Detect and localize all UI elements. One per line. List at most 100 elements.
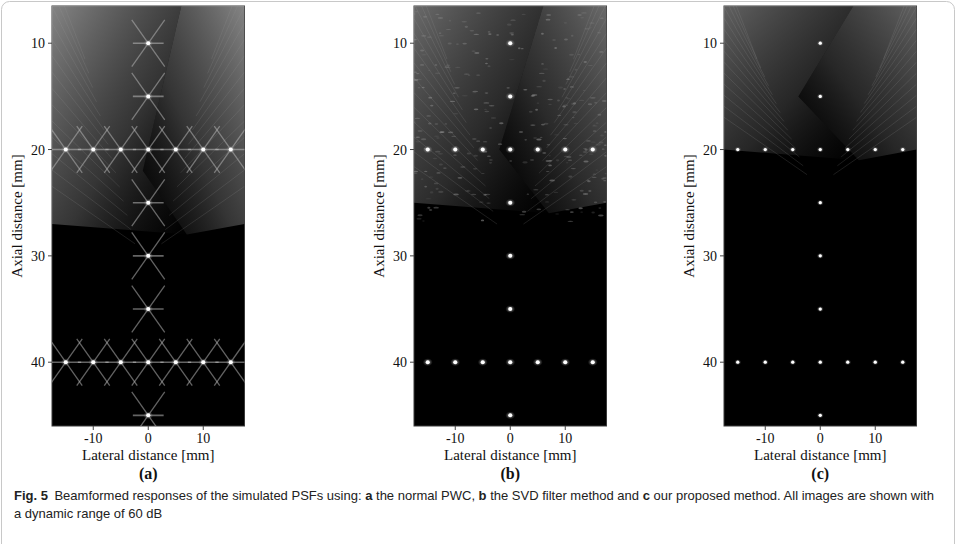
- clutter: [422, 220, 424, 221]
- grating-lobe: [143, 6, 245, 235]
- clutter: [453, 113, 458, 114]
- lobe-stripe: [724, 29, 776, 103]
- clutter: [428, 176, 433, 177]
- clutter: [593, 130, 597, 131]
- y-tick-label: 40: [393, 355, 407, 370]
- clutter: [548, 155, 550, 156]
- clutter: [489, 162, 492, 164]
- clutter: [465, 26, 468, 28]
- point-target: [174, 360, 178, 364]
- side-lobe: [104, 126, 137, 173]
- point-glow: [734, 359, 741, 365]
- clutter: [473, 34, 479, 35]
- clutter: [483, 194, 486, 196]
- clutter: [462, 43, 467, 45]
- clutter: [558, 87, 563, 89]
- clutter: [471, 50, 475, 51]
- side-lobe: [77, 126, 110, 173]
- point-target: [426, 360, 430, 364]
- point-target: [846, 361, 849, 364]
- clutter: [476, 74, 480, 75]
- clutter: [438, 153, 444, 154]
- lobe-stripe: [554, 48, 606, 122]
- clutter: [506, 87, 509, 89]
- figure-frame: [2, 2, 955, 544]
- lobe-stripe: [724, 73, 792, 139]
- clutter: [597, 32, 601, 33]
- clutter: [519, 214, 525, 215]
- clutter: [439, 33, 442, 34]
- clutter: [524, 139, 527, 141]
- point-glow: [588, 146, 598, 154]
- caption-text: the SVD filter method and: [487, 488, 643, 503]
- clutter: [483, 102, 489, 103]
- clutter: [574, 69, 577, 71]
- side-lobe: [52, 339, 82, 386]
- clutter: [456, 43, 459, 44]
- clutter: [588, 190, 591, 191]
- clutter: [579, 100, 584, 101]
- clutter: [583, 193, 589, 195]
- caption-text: the normal PWC,: [372, 488, 478, 503]
- clutter: [488, 31, 491, 32]
- point-glow: [817, 200, 824, 206]
- point-target: [764, 361, 767, 364]
- point-glow: [505, 92, 515, 100]
- side-lobe: [187, 339, 220, 386]
- point-glow: [61, 146, 71, 154]
- clutter: [600, 134, 604, 136]
- clutter: [415, 118, 421, 119]
- point-glow: [478, 358, 488, 366]
- y-tick-label: 10: [703, 36, 717, 51]
- clutter: [414, 171, 418, 172]
- clutter: [535, 109, 538, 111]
- side-lobe: [214, 126, 244, 173]
- clutter: [416, 137, 420, 139]
- clutter: [414, 39, 417, 41]
- clutter: [583, 90, 586, 91]
- point-target: [64, 148, 68, 152]
- lobe-stripe: [414, 152, 493, 212]
- clutter: [472, 91, 478, 93]
- clutter: [572, 112, 577, 113]
- clutter: [599, 142, 604, 144]
- point-glow: [505, 252, 515, 260]
- point-target: [119, 360, 123, 364]
- lobe-stripe: [724, 95, 799, 157]
- point-target: [508, 413, 512, 417]
- lobe-stripe: [414, 6, 455, 85]
- x-tick-label: 0: [817, 431, 824, 446]
- point-target: [146, 148, 150, 152]
- lobe-stripe: [724, 62, 788, 130]
- x-tick-label: 0: [507, 431, 514, 446]
- clutter: [448, 131, 454, 133]
- clutter: [530, 124, 535, 125]
- image-frame: [414, 6, 607, 426]
- y-tick-label: 20: [393, 143, 407, 158]
- clutter: [540, 137, 543, 138]
- plot-area: [724, 6, 917, 418]
- point-target: [819, 414, 822, 417]
- x-tick: [203, 426, 204, 430]
- point-target: [481, 148, 485, 152]
- point-glow: [505, 411, 515, 419]
- point-glow: [844, 359, 851, 365]
- clutter: [593, 173, 597, 174]
- point-glow: [423, 358, 433, 366]
- x-tick: [148, 426, 149, 430]
- clutter: [533, 137, 537, 138]
- x-tick-label: 10: [196, 431, 210, 446]
- clutter: [424, 171, 427, 172]
- clutter: [518, 47, 521, 49]
- point-glow: [143, 411, 153, 419]
- x-tick: [510, 426, 511, 430]
- point-glow: [88, 146, 98, 154]
- clutter: [434, 183, 439, 185]
- clutter: [602, 100, 607, 102]
- lobe-stripe: [414, 137, 489, 199]
- clutter: [579, 154, 583, 156]
- caption: Fig. 5 Beamformed responses of the simul…: [14, 487, 940, 523]
- clutter: [465, 190, 469, 191]
- point-glow: [226, 358, 236, 366]
- clutter: [468, 74, 471, 76]
